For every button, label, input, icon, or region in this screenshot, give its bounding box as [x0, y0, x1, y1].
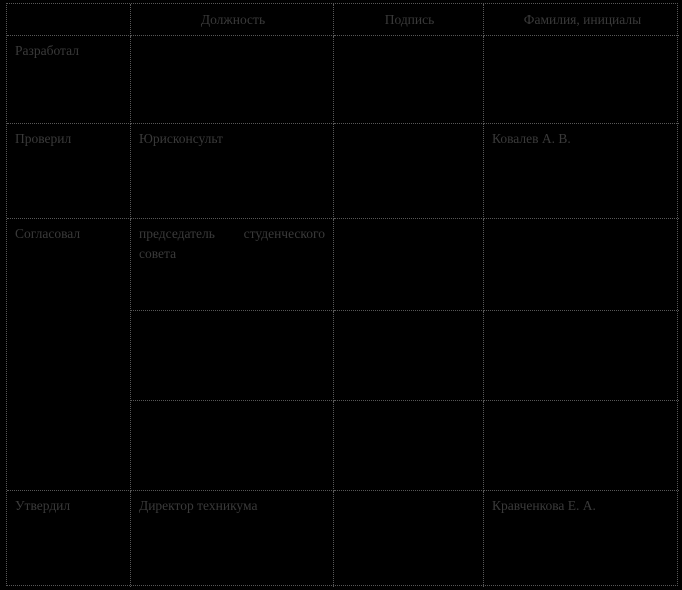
row-empty1-position — [131, 311, 334, 401]
row-razrabotal-position — [131, 36, 334, 124]
row-proveril-role: Проверил — [7, 124, 131, 219]
header-signature: Подпись — [334, 4, 484, 36]
row-empty2-name — [484, 401, 679, 491]
row-soglasoval-position: председатель студенческого совета — [131, 219, 334, 311]
row-razrabotal-role: Разработал — [7, 36, 131, 124]
row-empty1-name — [484, 311, 679, 401]
row-utverdil-signature — [334, 491, 484, 587]
row-utverdil-position: Директор техникума — [131, 491, 334, 587]
row-proveril-name: Ковалев А. В. — [484, 124, 679, 219]
row-proveril-position: Юрисконсульт — [131, 124, 334, 219]
row-utverdil-role: Утвердил — [7, 491, 131, 587]
row-razrabotal-name — [484, 36, 679, 124]
header-name: Фамилия, инициалы — [484, 4, 679, 36]
header-role — [7, 4, 131, 36]
row-razrabotal-signature — [334, 36, 484, 124]
row-proveril-signature — [334, 124, 484, 219]
row-soglasoval-name — [484, 219, 679, 311]
row-empty2-position — [131, 401, 334, 491]
approval-table: Должность Подпись Фамилия, инициалы Разр… — [6, 3, 679, 587]
header-position: Должность — [131, 4, 334, 36]
row-utverdil-name: Кравченкова Е. А. — [492, 498, 596, 513]
row-empty2-signature — [334, 401, 484, 491]
row-empty1-signature — [334, 311, 484, 401]
row-soglasoval-signature — [334, 219, 484, 311]
row-soglasoval-role: Согласовал — [7, 219, 131, 491]
